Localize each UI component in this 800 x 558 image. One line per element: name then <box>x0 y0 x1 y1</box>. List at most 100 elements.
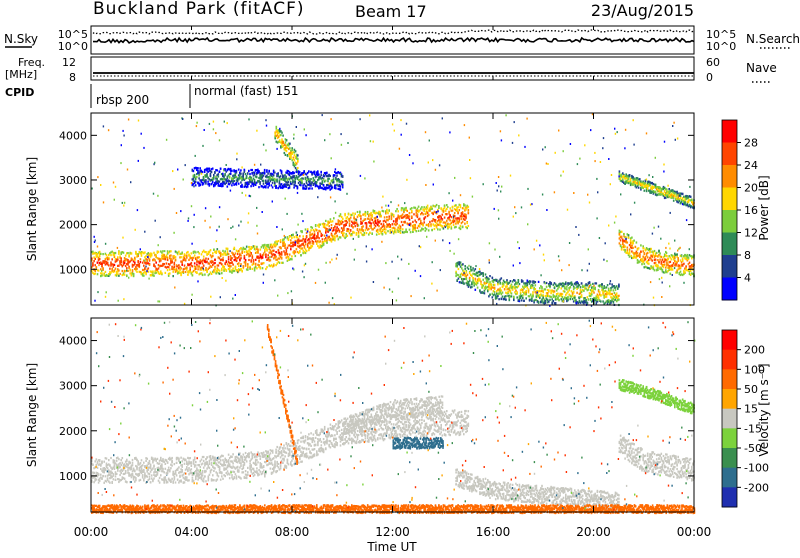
power-cell <box>183 271 185 273</box>
power-cell <box>422 224 424 226</box>
power-cell <box>211 273 213 275</box>
power-cell <box>166 255 168 257</box>
power-cell <box>110 254 112 256</box>
power-cell <box>180 267 182 269</box>
power-cell <box>683 263 685 265</box>
power-cell <box>305 252 307 254</box>
power-cell <box>311 187 313 189</box>
power-cell <box>172 271 174 273</box>
power-cell <box>167 259 169 261</box>
power-cell <box>462 221 464 223</box>
power-cell <box>638 187 640 189</box>
power-cell <box>531 287 533 289</box>
power-cell <box>289 254 291 256</box>
power-cell <box>340 173 341 175</box>
power-cell <box>169 272 171 274</box>
power-cell <box>229 250 230 252</box>
power-cell <box>224 174 226 176</box>
power-cell <box>231 170 233 172</box>
power-cell <box>230 255 231 257</box>
power-cell <box>191 262 193 264</box>
power-cell <box>509 299 511 301</box>
power-cell <box>545 302 547 304</box>
power-cell <box>589 263 590 265</box>
power-cell <box>483 183 484 185</box>
power-cell <box>330 118 331 120</box>
power-cell <box>691 199 693 201</box>
power-cell <box>642 250 644 252</box>
power-cell <box>678 248 679 250</box>
power-cell <box>159 301 160 303</box>
power-cell <box>639 178 641 180</box>
power-cell <box>438 207 440 209</box>
power-cell <box>670 196 671 198</box>
power-cell <box>494 249 495 251</box>
power-cell <box>360 218 362 220</box>
power-cell <box>377 229 379 231</box>
power-cell <box>263 262 265 264</box>
power-cell <box>203 183 205 185</box>
power-cell <box>307 244 309 246</box>
power-cell <box>287 253 289 255</box>
power-cell <box>419 218 421 220</box>
power-cell <box>414 224 416 226</box>
power-cell <box>263 180 265 182</box>
power-cell <box>460 228 462 230</box>
power-cell <box>462 213 464 215</box>
power-cell <box>378 212 379 214</box>
power-cell <box>588 248 589 250</box>
power-cell <box>464 223 466 225</box>
power-cell <box>497 283 499 285</box>
power-cell <box>334 200 335 202</box>
power-cell <box>417 227 419 229</box>
power-cell <box>402 224 404 226</box>
power-cell <box>301 213 302 215</box>
power-cell <box>482 279 484 281</box>
power-cell <box>288 181 290 183</box>
power-cell <box>659 252 661 254</box>
power-cell <box>546 163 547 165</box>
power-cell <box>342 184 344 186</box>
power-cell <box>259 181 261 183</box>
power-cell <box>538 301 540 303</box>
power-cell <box>525 297 527 299</box>
power-cell <box>296 248 298 250</box>
power-cell <box>409 219 411 221</box>
power-cell <box>648 263 650 265</box>
power-cell <box>542 294 544 296</box>
power-cell <box>202 262 204 264</box>
power-cell <box>498 209 499 211</box>
power-cell <box>263 175 265 177</box>
power-cell <box>251 180 253 182</box>
power-cell <box>418 230 420 232</box>
power-cell <box>460 204 462 206</box>
power-cell <box>430 223 432 225</box>
power-cell <box>266 125 267 127</box>
power-cell <box>348 213 350 215</box>
power-cell <box>268 170 270 172</box>
power-cell <box>180 256 182 258</box>
power-cell <box>328 236 330 238</box>
power-cell <box>428 225 430 227</box>
power-cell <box>202 171 204 173</box>
power-cell <box>137 255 139 257</box>
power-cell <box>198 252 200 254</box>
power-cell <box>333 178 335 180</box>
power-cell <box>680 271 682 273</box>
power-cell <box>154 259 156 261</box>
power-cell <box>504 288 506 290</box>
power-cell <box>169 269 171 271</box>
power-cell <box>281 252 283 254</box>
power-cell <box>295 150 297 152</box>
power-cell <box>618 299 620 301</box>
power-cell <box>294 181 296 183</box>
power-cell <box>659 259 661 261</box>
power-cell <box>158 267 160 269</box>
power-cell <box>285 142 287 144</box>
power-cell <box>266 171 268 173</box>
power-cell <box>129 269 131 271</box>
power-cell <box>460 276 462 278</box>
power-cell <box>318 226 320 228</box>
power-cell <box>383 210 385 212</box>
power-cell <box>381 207 382 209</box>
